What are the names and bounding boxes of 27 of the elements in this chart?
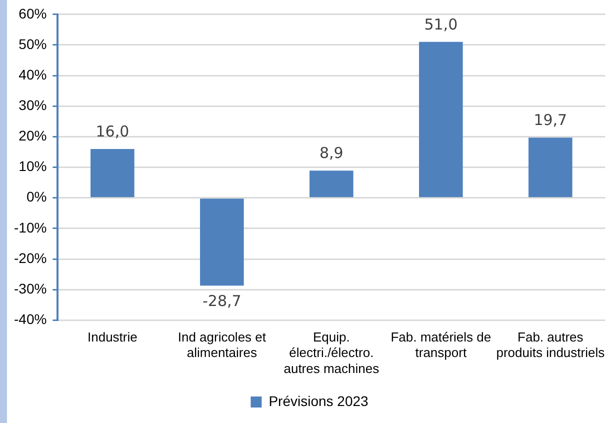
- data-label: -28,7: [202, 292, 242, 310]
- y-tick-label: 0%: [26, 188, 47, 205]
- y-tick-label: -40%: [14, 311, 47, 328]
- y-tick-label: -20%: [14, 250, 47, 266]
- legend-label: Prévisions 2023: [268, 392, 369, 409]
- bar: [90, 148, 134, 198]
- y-tick-label: 50%: [18, 36, 47, 52]
- y-tick-label: -30%: [14, 280, 47, 296]
- y-tick-label: 10%: [18, 158, 47, 174]
- x-tick-label: Fab. autres produits industriels: [496, 330, 606, 360]
- bar: [419, 42, 463, 198]
- data-label: 19,7: [534, 111, 568, 130]
- y-tick-label: -10%: [14, 219, 47, 236]
- bar: [200, 198, 244, 286]
- y-tick-label: 60%: [18, 5, 47, 22]
- x-tick-label: Fab. matériels de transport: [390, 330, 492, 360]
- data-label: 51,0: [424, 15, 458, 34]
- data-label: 8,9: [319, 144, 344, 162]
- data-label: 16,0: [96, 122, 130, 140]
- y-tick-label: 20%: [18, 128, 47, 144]
- y-tick-label: 40%: [18, 66, 47, 82]
- x-tick-label: Ind agricoles et alimentaires: [178, 330, 266, 360]
- x-tick-label: Equip. électri./électro. autres machines: [284, 330, 380, 376]
- y-tick-label: 30%: [18, 97, 47, 113]
- bar: [528, 138, 572, 198]
- x-tick-label: Industrie: [87, 330, 138, 345]
- bar: [310, 170, 354, 198]
